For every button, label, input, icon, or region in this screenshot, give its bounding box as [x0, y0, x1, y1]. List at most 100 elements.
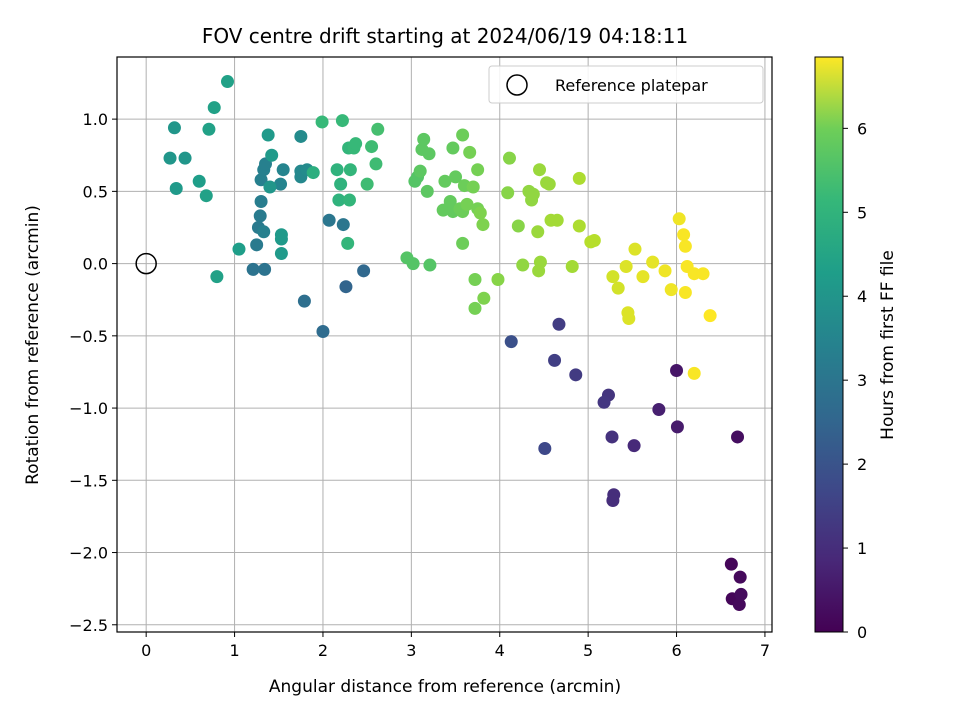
data-point — [678, 239, 692, 253]
data-point — [342, 193, 356, 207]
y-tick-label: −0.5 — [69, 327, 108, 346]
data-point — [456, 236, 470, 250]
data-point — [628, 242, 642, 256]
data-point — [565, 259, 579, 273]
x-axis-title: Angular distance from reference (arcmin) — [269, 677, 621, 697]
data-point — [257, 225, 271, 239]
y-axis-title: Rotation from reference (arcmin) — [23, 205, 43, 485]
data-point — [670, 420, 684, 434]
data-point — [413, 164, 427, 178]
y-tick-label: −1.0 — [69, 399, 108, 418]
data-point — [341, 236, 355, 250]
data-point — [371, 122, 385, 136]
data-point — [332, 193, 346, 207]
data-point — [611, 281, 625, 295]
data-point — [406, 257, 420, 271]
data-point — [677, 228, 691, 242]
data-point — [646, 255, 660, 269]
data-point — [502, 151, 516, 165]
data-point — [423, 258, 437, 272]
data-point — [606, 494, 620, 508]
data-point — [163, 151, 177, 165]
data-point — [192, 174, 206, 188]
data-point — [253, 209, 267, 223]
data-point — [670, 364, 684, 378]
data-point — [548, 353, 562, 367]
data-point — [627, 439, 641, 453]
data-point — [263, 180, 277, 194]
x-tick-label: 7 — [760, 641, 770, 660]
data-point — [511, 219, 525, 233]
data-point — [606, 270, 620, 284]
data-point — [696, 267, 710, 281]
data-point — [468, 272, 482, 286]
data-point — [501, 186, 515, 200]
data-point — [687, 366, 701, 380]
data-point — [316, 324, 330, 338]
data-point — [339, 280, 353, 294]
chart-title: FOV centre drift starting at 2024/06/19 … — [202, 24, 688, 48]
data-point — [210, 270, 224, 284]
data-point — [531, 225, 545, 239]
data-point — [619, 259, 633, 273]
data-point — [466, 180, 480, 194]
legend-label: Reference platepar — [555, 76, 708, 95]
data-point — [343, 163, 357, 177]
colorbar-tick-label: 3 — [857, 371, 867, 390]
data-point — [349, 137, 363, 151]
data-point — [436, 203, 450, 217]
x-tick-label: 3 — [406, 641, 416, 660]
data-point — [167, 121, 181, 135]
data-point — [664, 283, 678, 297]
data-point — [731, 430, 745, 444]
x-axis-ticks: 0 1 2 3 4 5 6 7 — [141, 632, 770, 660]
data-point — [369, 157, 383, 171]
data-point — [274, 177, 288, 191]
data-point — [336, 218, 350, 232]
legend-marker-icon — [506, 74, 528, 96]
colorbar-tick-label: 2 — [857, 455, 867, 474]
data-point — [365, 140, 379, 154]
data-point — [468, 301, 482, 315]
x-tick-label: 6 — [671, 641, 681, 660]
data-point — [274, 228, 288, 242]
y-tick-label: −1.5 — [69, 471, 108, 490]
data-point — [550, 213, 564, 227]
data-point — [265, 148, 279, 162]
colorbar-tick-label: 6 — [857, 119, 867, 138]
grid-lines — [117, 57, 772, 632]
data-point — [597, 395, 611, 409]
data-point — [335, 114, 349, 128]
data-point — [569, 368, 583, 382]
data-point — [678, 285, 692, 299]
data-point — [471, 163, 485, 177]
legend-box — [488, 65, 764, 104]
data-point — [420, 184, 434, 198]
data-point — [246, 262, 260, 276]
data-point — [491, 272, 505, 286]
data-point — [220, 75, 234, 89]
data-point — [276, 163, 290, 177]
data-point — [232, 242, 246, 256]
y-tick-label: −2.0 — [69, 544, 108, 563]
data-point — [254, 194, 268, 208]
data-point — [538, 442, 552, 456]
reference-point-marker — [135, 252, 157, 275]
data-point — [443, 194, 457, 208]
y-tick-label: 1.0 — [83, 110, 108, 129]
colorbar-label: Hours from first FF file — [878, 250, 898, 440]
data-point — [516, 258, 530, 272]
reference-marker — [135, 252, 157, 275]
data-point — [297, 294, 311, 308]
data-point — [652, 403, 666, 417]
x-tick-label: 0 — [141, 641, 151, 660]
colorbar-tick-label: 5 — [857, 203, 867, 222]
data-point — [250, 238, 264, 252]
colorbar-tick-label: 1 — [857, 539, 867, 558]
data-point — [533, 255, 547, 269]
data-point — [463, 145, 477, 159]
data-point — [449, 170, 463, 184]
data-point — [672, 212, 686, 226]
data-point — [732, 598, 746, 612]
